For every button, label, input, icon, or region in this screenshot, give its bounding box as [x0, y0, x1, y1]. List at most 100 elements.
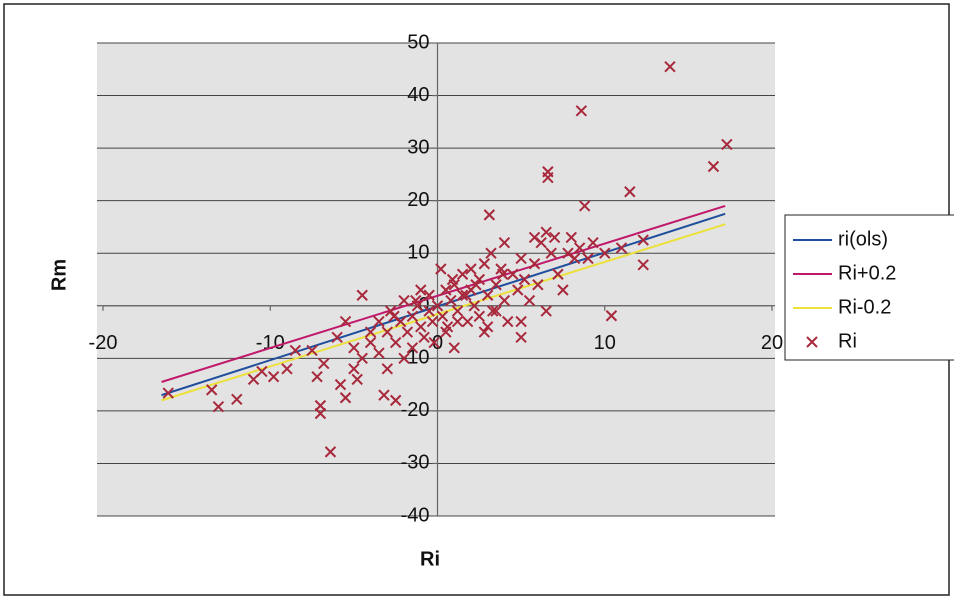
scatter-point: [515, 252, 527, 265]
scatter-point: [490, 279, 502, 291]
scatter-point: [418, 331, 430, 344]
scatter-point: [481, 289, 494, 301]
scatter-point: [507, 268, 519, 280]
scatter-point: [637, 259, 649, 271]
scatter-point: [456, 289, 469, 301]
scatter-point: [664, 60, 676, 73]
scatter-point: [339, 315, 352, 328]
scatter-point: [721, 138, 733, 151]
scatter-point: [381, 326, 394, 338]
scatter-point: [540, 305, 552, 317]
scatter-point: [311, 371, 323, 383]
scatter-point: [398, 294, 410, 307]
scatter-point: [381, 363, 394, 375]
scatter-point: [267, 371, 280, 383]
scatter-point: [318, 357, 330, 370]
scatter-point: [468, 300, 481, 312]
scatter-point: [440, 284, 452, 296]
scatter-point: [582, 252, 594, 265]
scatter-point: [351, 373, 363, 386]
y-tick-label: 10: [407, 242, 429, 264]
scatter-point: [498, 294, 511, 307]
scatter-point: [470, 279, 482, 291]
scatter-point: [548, 231, 561, 244]
scatter-point: [481, 321, 494, 333]
x-tick-label: -10: [256, 332, 285, 354]
scatter-point: [334, 378, 347, 391]
scatter-point: [540, 226, 552, 238]
scatter-point: [394, 315, 407, 328]
scatter-point: [473, 273, 486, 286]
y-tick-label: 40: [407, 84, 429, 106]
scatter-point: [535, 237, 547, 249]
scatter-point: [532, 279, 544, 291]
scatter-point: [485, 247, 497, 259]
scatter-point: [478, 326, 491, 338]
scatter-point: [431, 300, 444, 312]
scatter-point: [578, 200, 591, 212]
y-tick-label: 0: [418, 294, 429, 316]
trend-line: [161, 223, 726, 402]
scatter-point: [587, 237, 599, 249]
scatter-point: [436, 310, 449, 322]
y-tick-label: -30: [401, 452, 430, 474]
scatter-point: [557, 284, 569, 296]
scatter-point: [306, 344, 318, 357]
y-tick-label: -20: [401, 399, 430, 421]
y-axis-title: Rm: [48, 259, 70, 291]
scatter-point: [423, 289, 435, 301]
scatter-point: [460, 289, 472, 301]
scatter-point: [448, 342, 460, 354]
scatter-point: [451, 305, 464, 317]
scatter-point: [461, 315, 474, 328]
y-tick-label: 20: [407, 189, 429, 211]
scatter-point: [339, 392, 352, 404]
scatter-point: [348, 363, 360, 375]
scatter-point: [331, 331, 343, 344]
scatter-point: [605, 310, 618, 322]
trend-line: [161, 204, 726, 383]
scatter-point: [483, 209, 496, 221]
scatter-point: [356, 352, 368, 365]
scatter-point: [542, 166, 554, 178]
scatter-point: [497, 268, 509, 280]
y-tick-label: -40: [401, 504, 430, 526]
scatter-point: [637, 234, 649, 246]
scatter-point: [435, 263, 447, 275]
scatter-point: [445, 294, 457, 307]
x-tick-label: 10: [594, 332, 616, 354]
scatter-point: [568, 252, 581, 265]
scatter-point: [364, 326, 377, 338]
scatter-point: [498, 237, 511, 249]
scatter-point: [624, 186, 636, 198]
legend-swatch: [806, 336, 818, 348]
scatter-point: [415, 284, 427, 296]
scatter-point: [212, 400, 225, 413]
scatter-point: [562, 247, 574, 259]
y-tick-label: 30: [407, 136, 429, 158]
scatter-point: [451, 315, 464, 328]
legend-label: ri(ols): [838, 228, 888, 250]
scatter-point: [565, 231, 578, 244]
scatter-point: [573, 242, 586, 254]
scatter-point: [523, 294, 536, 307]
scatter-point: [389, 394, 402, 407]
scatter-point: [162, 387, 174, 399]
scatter-point: [406, 310, 419, 322]
x-tick-label: 0: [432, 332, 443, 354]
scatter-point: [599, 247, 611, 259]
legend-label: Ri: [838, 330, 857, 352]
scatter-point: [373, 315, 385, 328]
scatter-point: [324, 446, 337, 458]
scatter-point: [401, 326, 414, 338]
scatter-point: [356, 289, 368, 301]
scatter-point: [575, 105, 588, 117]
scatter-point: [398, 352, 410, 365]
x-tick-label: -20: [89, 332, 118, 354]
scatter-point: [256, 365, 268, 378]
scatter-point: [528, 231, 541, 244]
scatter-point: [281, 363, 293, 375]
scatter-point: [465, 263, 477, 275]
scatter-point: [478, 258, 491, 270]
scatter-point: [314, 407, 327, 420]
